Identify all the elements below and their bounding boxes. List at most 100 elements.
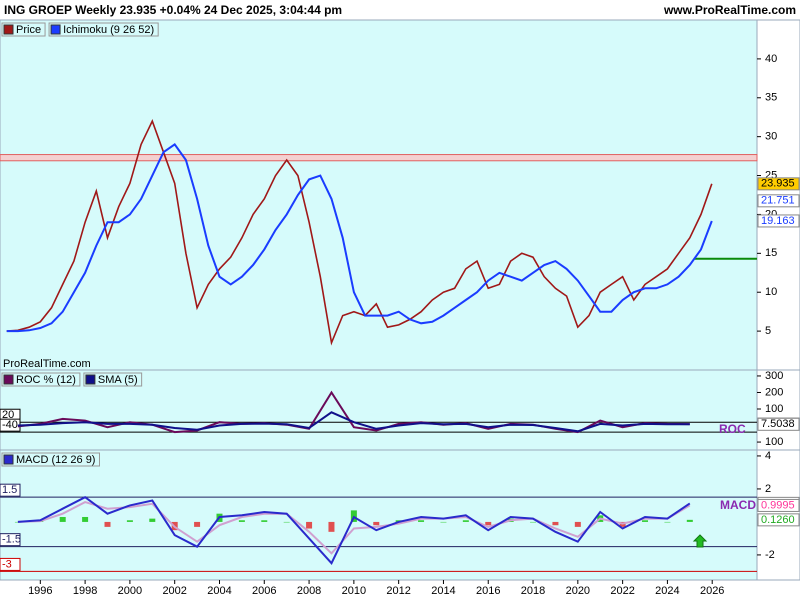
legend-box	[1, 452, 100, 467]
y-tick-label: 15	[765, 247, 777, 259]
legend-box	[1, 22, 46, 37]
x-tick-label: 2012	[386, 585, 410, 597]
level-label-box	[0, 533, 21, 547]
resistance-band	[0, 154, 758, 162]
series-line	[6, 143, 713, 333]
y-tick-label: 5	[765, 325, 771, 337]
panel-bg	[0, 19, 758, 371]
x-tick-label: 2026	[700, 585, 724, 597]
legend-swatch	[3, 454, 14, 465]
x-tick-label: 1996	[28, 585, 52, 597]
buy-arrow	[692, 534, 708, 548]
legend-swatch	[3, 374, 14, 385]
header-bar	[0, 0, 800, 20]
y-tick-label: 35	[765, 92, 777, 104]
x-tick-label: 1998	[73, 585, 97, 597]
legend-label: Price	[16, 24, 41, 36]
histogram-bar	[418, 520, 425, 522]
series-line	[17, 411, 690, 433]
header-site: www.ProRealTime.com	[663, 3, 796, 17]
price-label-box	[757, 214, 800, 228]
level-label: 20	[2, 409, 14, 421]
x-tick-label: 2016	[476, 585, 500, 597]
y-tick-label: 4	[765, 450, 771, 462]
histogram-bar	[194, 521, 201, 527]
histogram-bar	[59, 516, 66, 522]
y-tick-label: 40	[765, 53, 777, 65]
price-label-box	[757, 177, 800, 191]
price-label: 7.5038	[761, 418, 795, 430]
x-tick-label: 2004	[207, 585, 231, 597]
histogram-bar	[440, 521, 447, 523]
x-tick-label: 2002	[162, 585, 186, 597]
histogram-bar	[283, 521, 290, 523]
y-tick-label: 100	[765, 436, 783, 448]
header-title: ING GROEP Weekly 23.935 +0.04% 24 Dec 20…	[4, 3, 342, 17]
histogram-bar	[261, 520, 268, 522]
legend-box	[83, 372, 143, 387]
level-label: -1.5	[2, 534, 21, 546]
price-label: 21.751	[761, 195, 795, 207]
y-tick-label: 200	[765, 386, 783, 398]
histogram-bar	[485, 521, 492, 526]
x-tick-label: 2010	[342, 585, 366, 597]
price-label: 23.935	[761, 178, 795, 190]
legend-swatch	[85, 374, 96, 385]
histogram-bar	[126, 520, 133, 522]
y-tick-label: 100	[765, 403, 783, 415]
level-label: 1.5	[2, 484, 17, 496]
level-label: -3	[2, 558, 12, 570]
y-tick-label: 300	[765, 370, 783, 382]
legend-swatch	[3, 24, 14, 35]
x-tick-label: 2006	[252, 585, 276, 597]
legend-label: MACD (12 26 9)	[16, 454, 95, 466]
legend-label: ROC % (12)	[16, 374, 76, 386]
histogram-bar	[530, 521, 537, 523]
histogram-bar	[686, 519, 693, 522]
histogram-bar	[82, 516, 89, 522]
x-tick-label: 2022	[610, 585, 634, 597]
price-label-box	[757, 194, 800, 208]
x-tick-label: 2014	[431, 585, 455, 597]
histogram-bar	[373, 521, 380, 526]
histogram-bar	[104, 521, 111, 527]
macd-tag: MACD	[720, 498, 756, 512]
histogram-bar	[552, 521, 559, 526]
legend-swatch	[50, 24, 61, 35]
series-line	[17, 496, 691, 565]
price-label-box	[757, 498, 800, 512]
histogram-bar	[642, 520, 649, 522]
legend-label: SMA (5)	[98, 374, 138, 386]
y-tick-label: 10	[765, 286, 777, 298]
panel-bg	[0, 369, 758, 451]
y-tick-label: -2	[765, 549, 775, 561]
price-label-box	[757, 513, 800, 527]
histogram-bar	[328, 521, 335, 532]
price-label: 0.1260	[761, 514, 795, 526]
histogram-bar	[664, 521, 671, 523]
legend-box	[1, 372, 81, 387]
histogram-bar	[238, 520, 245, 522]
axis-bg	[756, 369, 800, 451]
x-tick-label: 2020	[566, 585, 590, 597]
x-tick-label: 2018	[521, 585, 545, 597]
y-tick-label: 30	[765, 131, 777, 143]
price-label: 0.9995	[761, 499, 795, 511]
legend-label: Ichimoku (9 26 52)	[63, 24, 154, 36]
level-label-box	[0, 483, 21, 497]
level-label-box	[0, 557, 21, 571]
histogram-bar	[149, 518, 156, 522]
panel-bg	[0, 449, 758, 581]
roc-tag: ROC	[719, 422, 746, 436]
series-line	[17, 501, 691, 555]
histogram-bar	[462, 520, 469, 522]
price-label: 19.163	[761, 215, 795, 227]
histogram-bar	[574, 521, 581, 527]
x-tick-label: 2024	[655, 585, 679, 597]
histogram-bar	[306, 521, 313, 529]
price-label-box	[757, 417, 800, 431]
watermark: ProRealTime.com	[3, 358, 91, 370]
x-tick-label: 2000	[118, 585, 142, 597]
